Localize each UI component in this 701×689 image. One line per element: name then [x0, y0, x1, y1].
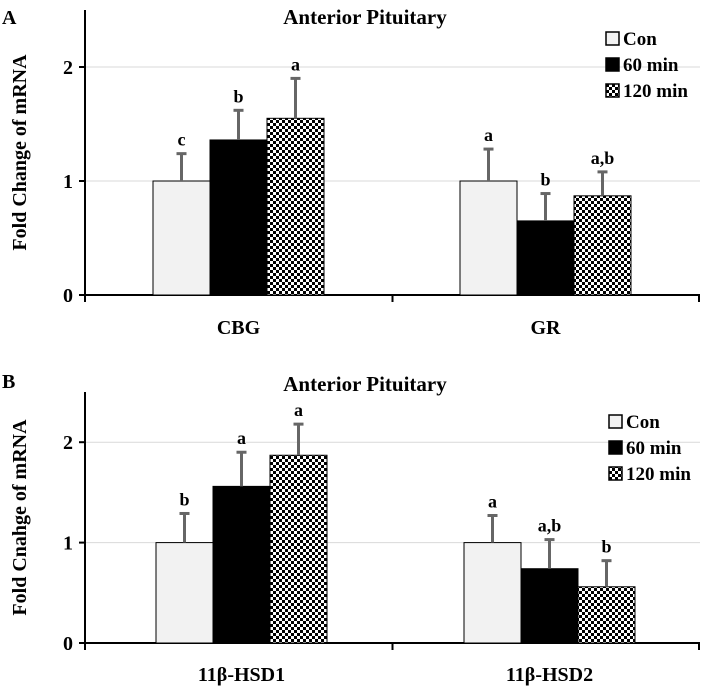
legend-label: Con: [626, 412, 660, 433]
y-tick-label: 2: [63, 57, 73, 79]
y-tick-label: 2: [63, 432, 73, 454]
significance-letter: a,b: [591, 148, 615, 168]
significance-letter: a,b: [538, 516, 562, 536]
chart-panel-b: 0 1 2 b a a 11β-HSD1 a a,b b 11β-HSD2 Anterior Pitu…: [2, 371, 700, 686]
significance-letter: b: [233, 86, 243, 106]
significance-letter: b: [601, 537, 611, 557]
panel-label: A: [2, 7, 17, 29]
bar-con-2: [463, 542, 522, 644]
significance-letter: b: [540, 170, 550, 190]
y-tick-label: 1: [63, 171, 73, 193]
significance-letter: a: [488, 491, 497, 511]
bar-120-min-2: [577, 586, 636, 644]
bar-120-min-2: [573, 195, 632, 296]
legend-swatch: [605, 57, 620, 72]
legend-swatch: [608, 466, 623, 481]
x-category-label: CBG: [217, 317, 261, 339]
bar-con-2: [459, 180, 518, 296]
chart-title: Anterior Pituitary: [283, 372, 447, 396]
legend-label: 60 min: [626, 438, 682, 459]
legend-label: Con: [623, 29, 657, 50]
y-tick-label: 0: [63, 285, 73, 307]
panel-label: B: [2, 371, 15, 393]
legend-label: 60 min: [623, 55, 679, 76]
significance-letter: a: [484, 125, 493, 145]
legend-swatch: [608, 440, 623, 455]
significance-letter: c: [178, 130, 186, 150]
legend: Con 60 min 120 min: [608, 412, 691, 485]
y-axis-label: Fold Cnahge of mRNA: [9, 419, 31, 616]
legend-swatch: [608, 414, 623, 429]
bar-60-min-2: [520, 568, 579, 644]
bar-60-min-1: [212, 485, 271, 644]
legend: Con 60 min 120 min: [605, 29, 688, 102]
significance-letter: a: [291, 54, 300, 74]
bar-con-1: [152, 180, 211, 296]
bar-120-min-1: [269, 454, 328, 644]
significance-letter: a: [294, 400, 303, 420]
x-category-label: 11β-HSD2: [506, 664, 593, 686]
y-tick-label: 0: [63, 633, 73, 655]
legend-swatch: [605, 31, 620, 46]
bar-60-min-1: [209, 139, 268, 296]
bar-120-min-1: [266, 117, 325, 296]
x-category-label: 11β-HSD1: [198, 664, 285, 686]
legend-swatch: [605, 83, 620, 98]
bar-con-1: [155, 542, 214, 644]
legend-label: 120 min: [623, 81, 688, 102]
significance-letter: a: [237, 428, 246, 448]
y-axis-label: Fold Change of mRNA: [9, 54, 31, 251]
y-tick-label: 1: [63, 533, 73, 555]
bar-60-min-2: [516, 220, 575, 296]
chart-title: Anterior Pituitary: [283, 5, 447, 29]
significance-letter: b: [179, 489, 189, 509]
chart-panel-a: 0 1 2 c b a CBG a b a,b GR Anterior Pituitary A Fold …: [2, 5, 700, 339]
x-category-label: GR: [531, 317, 562, 339]
legend-label: 120 min: [626, 464, 691, 485]
